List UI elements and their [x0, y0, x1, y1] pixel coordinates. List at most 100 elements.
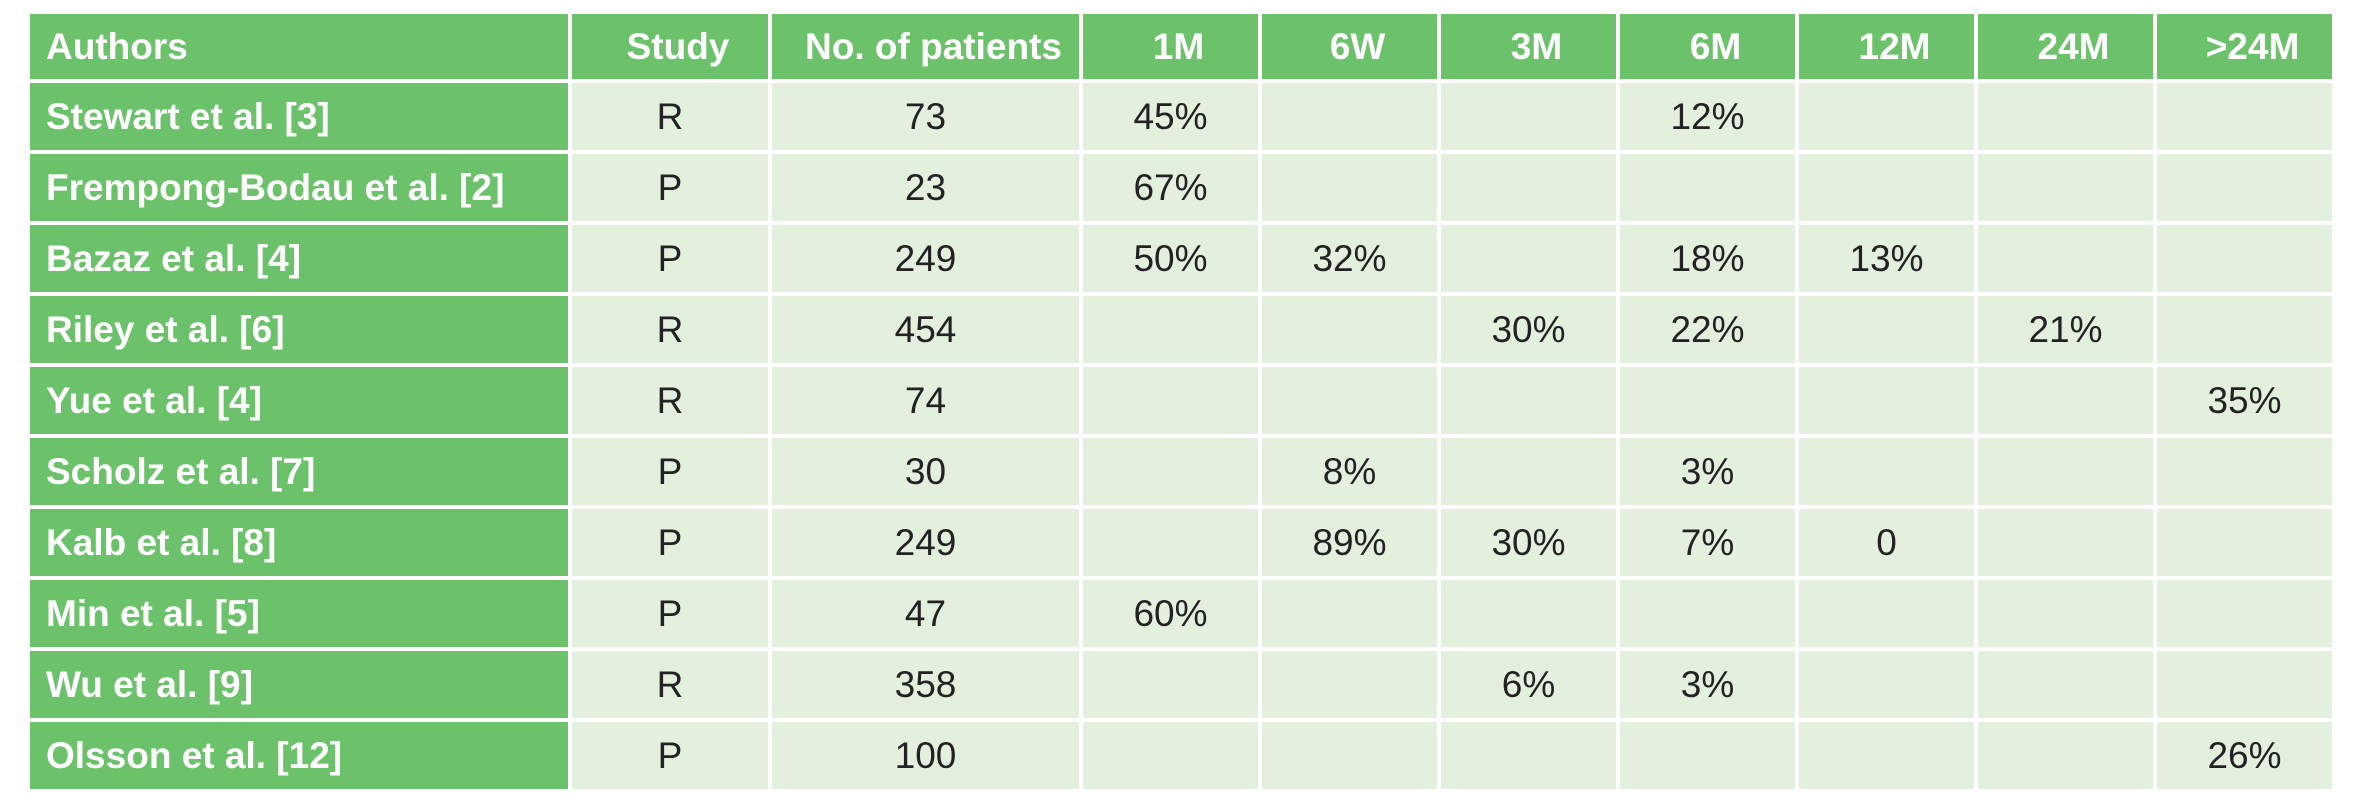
cell-6m: 3%: [1620, 651, 1795, 718]
table-row: Bazaz et al. [4] P 249 50% 32% 18% 13%: [30, 225, 2332, 292]
cell-over-24m: [2157, 296, 2332, 363]
cell-patients: 30: [772, 438, 1079, 505]
header-study: Study: [572, 14, 768, 79]
cell-author: Wu et al. [9]: [30, 651, 568, 718]
header-6w: 6W: [1262, 14, 1437, 79]
cell-3m: [1441, 580, 1616, 647]
cell-1m: 45%: [1083, 83, 1258, 150]
cell-1m: [1083, 651, 1258, 718]
table-row: Scholz et al. [7] P 30 8% 3%: [30, 438, 2332, 505]
cell-6m: [1620, 722, 1795, 789]
cell-6m: [1620, 580, 1795, 647]
cell-over-24m: [2157, 651, 2332, 718]
cell-study: P: [572, 722, 768, 789]
cell-over-24m: [2157, 83, 2332, 150]
cell-6m: 7%: [1620, 509, 1795, 576]
cell-6m: 3%: [1620, 438, 1795, 505]
cell-24m: 21%: [1978, 296, 2153, 363]
table-row: Kalb et al. [8] P 249 89% 30% 7% 0: [30, 509, 2332, 576]
cell-patients: 47: [772, 580, 1079, 647]
cell-study: P: [572, 438, 768, 505]
cell-6m: 18%: [1620, 225, 1795, 292]
cell-3m: 30%: [1441, 509, 1616, 576]
cell-patients: 74: [772, 367, 1079, 434]
cell-6m: 12%: [1620, 83, 1795, 150]
cell-24m: [1978, 225, 2153, 292]
table-row: Min et al. [5] P 47 60%: [30, 580, 2332, 647]
cell-over-24m: [2157, 580, 2332, 647]
cell-24m: [1978, 722, 2153, 789]
cell-patients: 73: [772, 83, 1079, 150]
cell-study: R: [572, 367, 768, 434]
header-row: Authors Study No. of patients 1M 6W 3M 6…: [30, 14, 2332, 79]
cell-author: Bazaz et al. [4]: [30, 225, 568, 292]
cell-3m: 30%: [1441, 296, 1616, 363]
header-24m: 24M: [1978, 14, 2153, 79]
table-row: Yue et al. [4] R 74 35%: [30, 367, 2332, 434]
header-3m: 3M: [1441, 14, 1616, 79]
cell-12m: [1799, 154, 1974, 221]
cell-over-24m: [2157, 225, 2332, 292]
header-patients: No. of patients: [772, 14, 1079, 79]
cell-study: P: [572, 225, 768, 292]
table-row: Stewart et al. [3] R 73 45% 12%: [30, 83, 2332, 150]
cell-3m: 6%: [1441, 651, 1616, 718]
cell-1m: [1083, 367, 1258, 434]
table-row: Frempong-Bodau et al. [2] P 23 67%: [30, 154, 2332, 221]
cell-1m: 60%: [1083, 580, 1258, 647]
table-body: Stewart et al. [3] R 73 45% 12% Frempong-Boda…: [30, 83, 2332, 789]
cell-study: R: [572, 651, 768, 718]
cell-24m: [1978, 83, 2153, 150]
cell-6w: [1262, 580, 1437, 647]
cell-3m: [1441, 367, 1616, 434]
cell-over-24m: 26%: [2157, 722, 2332, 789]
header-1m: 1M: [1083, 14, 1258, 79]
cell-12m: 13%: [1799, 225, 1974, 292]
cell-12m: [1799, 296, 1974, 363]
header-6m: 6M: [1620, 14, 1795, 79]
cell-12m: [1799, 651, 1974, 718]
cell-1m: 50%: [1083, 225, 1258, 292]
cell-1m: [1083, 296, 1258, 363]
cell-6w: [1262, 367, 1437, 434]
cell-6w: [1262, 83, 1437, 150]
cell-3m: [1441, 722, 1616, 789]
cell-6w: [1262, 651, 1437, 718]
table-row: Riley et al. [6] R 454 30% 22% 21%: [30, 296, 2332, 363]
cell-author: Yue et al. [4]: [30, 367, 568, 434]
cell-1m: [1083, 438, 1258, 505]
cell-patients: 454: [772, 296, 1079, 363]
cell-over-24m: [2157, 154, 2332, 221]
cell-1m: 67%: [1083, 154, 1258, 221]
cell-6w: [1262, 296, 1437, 363]
cell-24m: [1978, 580, 2153, 647]
cell-12m: [1799, 722, 1974, 789]
cell-author: Scholz et al. [7]: [30, 438, 568, 505]
cell-6w: 89%: [1262, 509, 1437, 576]
cell-12m: [1799, 438, 1974, 505]
cell-study: R: [572, 83, 768, 150]
cell-6w: 32%: [1262, 225, 1437, 292]
cell-3m: [1441, 154, 1616, 221]
cell-24m: [1978, 509, 2153, 576]
cell-3m: [1441, 438, 1616, 505]
cell-author: Stewart et al. [3]: [30, 83, 568, 150]
cell-patients: 23: [772, 154, 1079, 221]
cell-author: Riley et al. [6]: [30, 296, 568, 363]
cell-12m: [1799, 580, 1974, 647]
cell-6m: [1620, 367, 1795, 434]
cell-6w: [1262, 722, 1437, 789]
cell-author: Kalb et al. [8]: [30, 509, 568, 576]
cell-24m: [1978, 651, 2153, 718]
cell-24m: [1978, 154, 2153, 221]
cell-6w: 8%: [1262, 438, 1437, 505]
cell-3m: [1441, 225, 1616, 292]
cell-24m: [1978, 367, 2153, 434]
cell-study: R: [572, 296, 768, 363]
cell-study: P: [572, 154, 768, 221]
table-container: Authors Study No. of patients 1M 6W 3M 6…: [26, 10, 2336, 793]
header-authors: Authors: [30, 14, 568, 79]
cell-author: Olsson et al. [12]: [30, 722, 568, 789]
table-row: Wu et al. [9] R 358 6% 3%: [30, 651, 2332, 718]
cell-author: Min et al. [5]: [30, 580, 568, 647]
